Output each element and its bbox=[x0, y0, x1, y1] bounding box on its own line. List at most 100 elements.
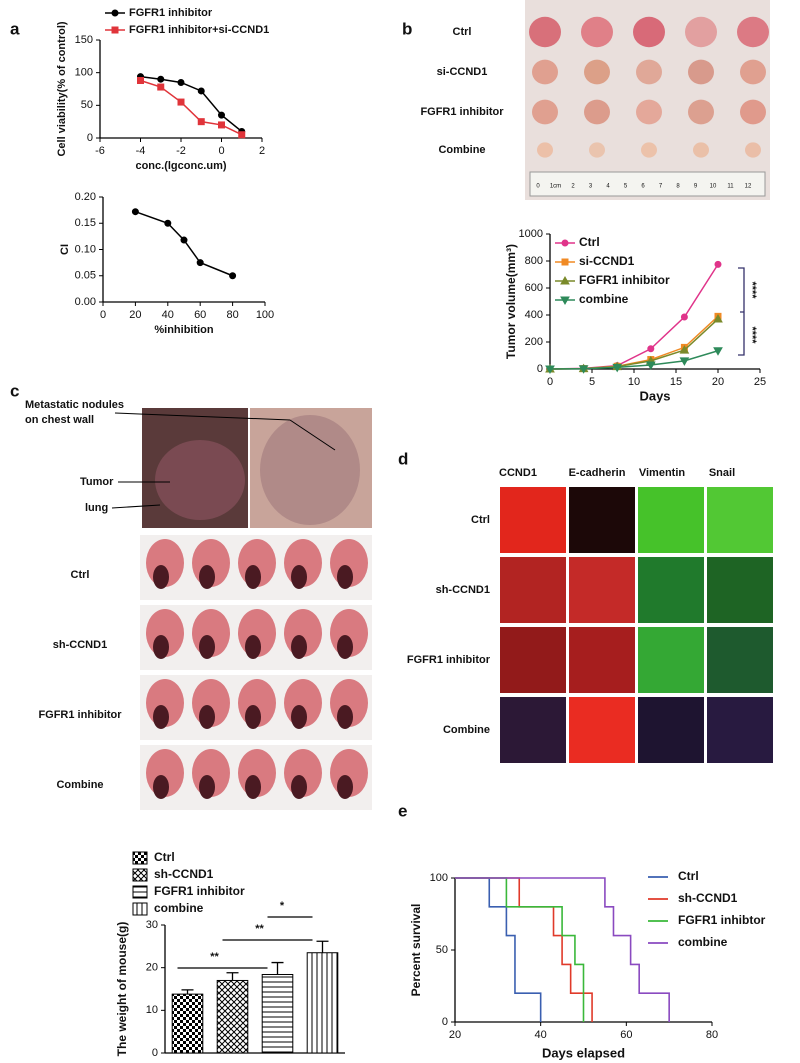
annotation: on chest wall bbox=[25, 414, 94, 426]
x-tick-label: 15 bbox=[670, 376, 682, 388]
legend-label: combine bbox=[678, 935, 728, 949]
y-axis-label: Tumor volume(mm³) bbox=[504, 244, 518, 359]
heart bbox=[245, 775, 261, 799]
error-bar bbox=[226, 972, 239, 981]
series-line bbox=[549, 318, 719, 370]
marker bbox=[218, 121, 225, 129]
micrograph bbox=[638, 697, 704, 763]
x-tick-label: 20 bbox=[449, 1029, 461, 1041]
annotation: Metastatic nodules bbox=[25, 399, 124, 411]
legend-label: Ctrl bbox=[678, 869, 699, 883]
y-tick-label: 30 bbox=[146, 919, 158, 931]
tumor bbox=[537, 142, 553, 158]
significance: **** bbox=[746, 326, 758, 344]
tumor bbox=[636, 99, 662, 125]
marker bbox=[111, 9, 119, 17]
tumor bbox=[737, 16, 769, 48]
marker bbox=[545, 365, 555, 375]
micrograph bbox=[500, 627, 566, 693]
marker bbox=[612, 363, 623, 373]
heart bbox=[337, 775, 353, 799]
marker bbox=[560, 296, 570, 306]
annotation: Tumor bbox=[80, 476, 114, 488]
tumor bbox=[693, 142, 709, 158]
marker bbox=[680, 313, 688, 321]
micrograph bbox=[569, 487, 635, 553]
column-label: CCND1 bbox=[499, 467, 537, 479]
y-tick-label: 10 bbox=[146, 1004, 158, 1016]
ruler-label: 11 bbox=[727, 184, 734, 190]
marker bbox=[131, 208, 139, 216]
row-label: Combine bbox=[443, 724, 490, 736]
row-label: Combine bbox=[56, 779, 103, 791]
y-tick-label: 400 bbox=[525, 309, 543, 321]
marker bbox=[578, 365, 589, 374]
tumor bbox=[740, 59, 766, 85]
y-tick-label: 0 bbox=[87, 132, 93, 144]
marker bbox=[229, 272, 237, 280]
heart bbox=[245, 565, 261, 589]
x-tick-label: 10 bbox=[628, 376, 640, 388]
heart bbox=[291, 775, 307, 799]
marker bbox=[561, 239, 569, 247]
marker bbox=[177, 78, 185, 86]
significance: ** bbox=[255, 923, 264, 935]
significance-bracket bbox=[738, 267, 745, 356]
x-tick-label: 2 bbox=[259, 145, 265, 157]
x-axis-label: %inhibition bbox=[154, 324, 214, 336]
bar bbox=[261, 973, 294, 1054]
ruler bbox=[529, 171, 766, 197]
marker bbox=[713, 347, 723, 356]
y-tick-label: 50 bbox=[81, 99, 93, 111]
legend-swatch bbox=[132, 868, 148, 882]
tumor bbox=[688, 59, 714, 85]
y-tick-label: 200 bbox=[525, 336, 543, 348]
legend-label: combine bbox=[579, 292, 629, 306]
row-label: FGFR1 inhibitor bbox=[420, 106, 504, 118]
legend-label: Ctrl bbox=[154, 850, 175, 864]
heart bbox=[291, 635, 307, 659]
x-tick-label: 0 bbox=[218, 145, 224, 157]
bar bbox=[171, 993, 204, 1054]
marker bbox=[157, 83, 165, 91]
y-tick-label: 1000 bbox=[519, 228, 543, 240]
pointer bbox=[289, 419, 336, 451]
y-axis-label: Cell viability(% of control) bbox=[56, 21, 68, 156]
marker bbox=[137, 77, 144, 85]
heart bbox=[199, 775, 215, 799]
panel-letter: c bbox=[10, 381, 19, 400]
y-tick-label: 0.20 bbox=[75, 191, 96, 203]
tumor bbox=[685, 16, 717, 48]
y-axis-label: CI bbox=[59, 244, 71, 255]
row-label: si-CCND1 bbox=[437, 66, 488, 78]
pointer bbox=[111, 504, 161, 509]
micrograph bbox=[638, 487, 704, 553]
heart bbox=[291, 565, 307, 589]
tumor bbox=[584, 59, 610, 85]
y-tick-label: 0.05 bbox=[75, 270, 96, 282]
marker bbox=[679, 345, 690, 354]
y-tick-label: 20 bbox=[146, 962, 158, 974]
heart bbox=[153, 775, 169, 799]
chest bbox=[260, 415, 360, 525]
legend-swatch bbox=[132, 902, 148, 916]
x-tick-label: 80 bbox=[226, 309, 238, 321]
heart bbox=[291, 705, 307, 729]
ruler-label: 9 bbox=[694, 184, 698, 190]
tumor bbox=[636, 59, 662, 85]
ruler-label: 12 bbox=[745, 184, 752, 190]
x-tick-label: 100 bbox=[256, 309, 274, 321]
ruler-label: 2 bbox=[571, 184, 575, 190]
y-tick-label: 100 bbox=[430, 872, 448, 884]
micrograph bbox=[500, 487, 566, 553]
marker bbox=[164, 219, 172, 227]
y-tick-label: 0 bbox=[537, 363, 543, 375]
y-axis-label: Percent survival bbox=[409, 904, 423, 997]
survival-curve bbox=[455, 877, 670, 1022]
significance: ** bbox=[210, 951, 219, 963]
x-axis-label: Days bbox=[639, 388, 670, 403]
heart bbox=[153, 635, 169, 659]
x-tick-label: 60 bbox=[620, 1029, 632, 1041]
x-tick-label: 0 bbox=[547, 376, 553, 388]
